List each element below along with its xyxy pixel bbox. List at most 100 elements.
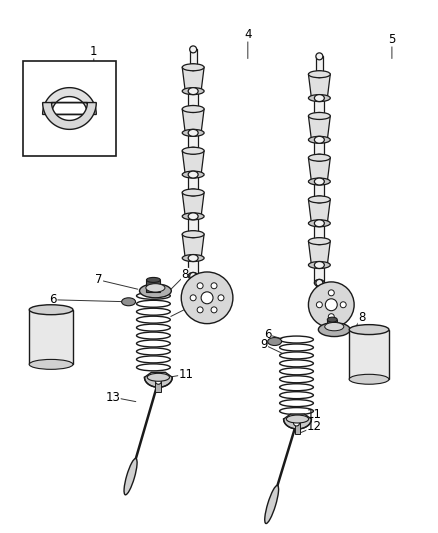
Polygon shape (188, 258, 198, 276)
Ellipse shape (190, 290, 197, 297)
Ellipse shape (190, 272, 197, 279)
Ellipse shape (268, 337, 282, 345)
Ellipse shape (308, 94, 330, 102)
Polygon shape (314, 182, 324, 199)
Polygon shape (182, 151, 204, 175)
Polygon shape (308, 74, 330, 98)
Ellipse shape (349, 325, 389, 335)
Ellipse shape (316, 279, 323, 286)
Polygon shape (188, 175, 198, 192)
Ellipse shape (316, 297, 323, 304)
Ellipse shape (190, 64, 197, 71)
Ellipse shape (314, 279, 324, 286)
Polygon shape (182, 67, 204, 91)
Ellipse shape (314, 178, 324, 185)
Ellipse shape (29, 359, 73, 369)
Text: 6: 6 (264, 328, 272, 341)
Ellipse shape (308, 220, 330, 227)
Text: 11: 11 (307, 408, 322, 421)
Circle shape (181, 272, 233, 324)
Circle shape (197, 307, 203, 313)
Polygon shape (316, 283, 323, 301)
Polygon shape (182, 234, 204, 258)
Circle shape (325, 299, 337, 311)
Text: 7: 7 (343, 311, 351, 324)
Ellipse shape (308, 178, 330, 185)
Text: 7: 7 (95, 273, 102, 286)
Circle shape (328, 290, 334, 296)
Ellipse shape (188, 130, 198, 136)
Bar (294, 422, 300, 434)
Ellipse shape (188, 189, 198, 196)
Ellipse shape (325, 322, 344, 331)
Circle shape (308, 282, 354, 328)
Polygon shape (308, 116, 330, 140)
Circle shape (201, 292, 213, 304)
Ellipse shape (308, 262, 330, 269)
Polygon shape (182, 192, 204, 216)
Ellipse shape (188, 231, 198, 238)
Ellipse shape (314, 238, 324, 245)
Circle shape (197, 283, 203, 289)
Ellipse shape (188, 106, 198, 112)
Ellipse shape (314, 94, 324, 102)
Ellipse shape (147, 373, 170, 381)
Ellipse shape (182, 213, 204, 220)
Ellipse shape (124, 458, 137, 495)
Ellipse shape (182, 147, 204, 154)
Bar (155, 380, 161, 392)
Text: 13: 13 (105, 391, 120, 403)
Ellipse shape (314, 220, 324, 227)
Ellipse shape (314, 154, 324, 161)
Polygon shape (145, 373, 172, 387)
Polygon shape (42, 87, 96, 115)
Polygon shape (42, 102, 96, 130)
Polygon shape (283, 414, 311, 429)
Circle shape (328, 314, 334, 320)
Ellipse shape (314, 196, 324, 203)
Circle shape (340, 302, 346, 308)
Bar (29, 310, 73, 365)
Ellipse shape (188, 213, 198, 220)
Polygon shape (314, 265, 324, 283)
Ellipse shape (122, 298, 135, 306)
Text: 11: 11 (179, 368, 194, 381)
Circle shape (155, 378, 161, 384)
Bar (327, 320, 337, 328)
Circle shape (211, 307, 217, 313)
Text: 9: 9 (260, 338, 268, 351)
Polygon shape (182, 109, 204, 133)
Polygon shape (188, 91, 198, 109)
Ellipse shape (140, 284, 171, 298)
Text: 8: 8 (358, 311, 366, 324)
Text: 12: 12 (307, 421, 322, 433)
Ellipse shape (286, 415, 309, 423)
Ellipse shape (182, 231, 204, 238)
Circle shape (211, 283, 217, 289)
Polygon shape (308, 158, 330, 182)
Ellipse shape (318, 322, 350, 336)
Text: 8: 8 (181, 269, 189, 281)
Ellipse shape (308, 238, 330, 245)
Ellipse shape (316, 53, 323, 60)
Polygon shape (190, 50, 197, 67)
Ellipse shape (308, 112, 330, 119)
Ellipse shape (190, 46, 197, 53)
Polygon shape (190, 276, 197, 294)
Ellipse shape (314, 262, 324, 269)
Bar (349, 329, 389, 379)
Ellipse shape (314, 112, 324, 119)
Ellipse shape (188, 147, 198, 154)
Text: 10: 10 (367, 335, 381, 348)
Polygon shape (188, 216, 198, 234)
Ellipse shape (188, 87, 198, 94)
Bar (23, 61, 116, 156)
Text: 6: 6 (49, 293, 57, 306)
Ellipse shape (182, 189, 204, 196)
Ellipse shape (308, 71, 330, 78)
Polygon shape (308, 241, 330, 265)
Bar (146, 280, 160, 292)
Ellipse shape (349, 374, 389, 384)
Text: 4: 4 (244, 28, 251, 41)
Text: 1: 1 (90, 45, 98, 58)
